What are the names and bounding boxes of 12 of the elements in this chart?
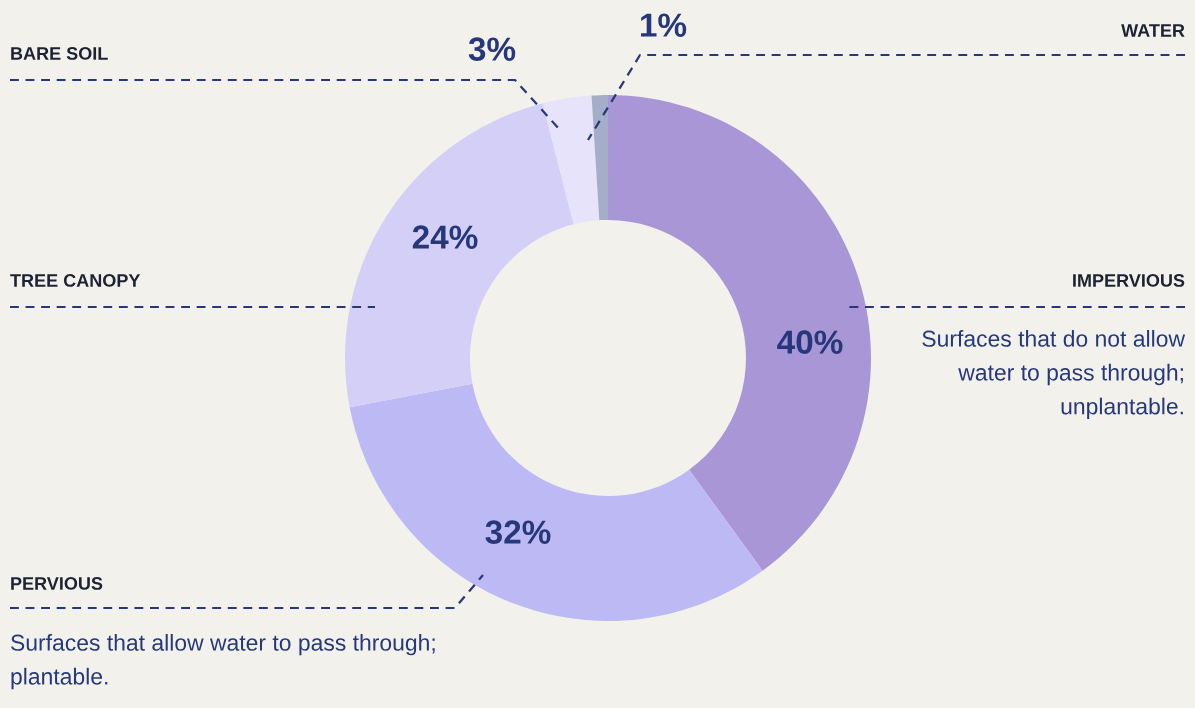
slice-label: TREE CANOPY <box>10 274 141 287</box>
slice-label: PERVIOUS <box>11 577 103 590</box>
slice-label: BARE SOIL <box>11 47 108 60</box>
data-label: 40% <box>777 330 843 354</box>
text: Surfaces that do not allow water to pass through; unplantable. <box>922 330 1186 419</box>
data-label: 3% <box>468 37 516 61</box>
data-label: 24% <box>412 225 478 249</box>
slice-label: WATER <box>1121 24 1185 37</box>
text: Surfaces that allow water to pass through; plantable. <box>11 634 435 690</box>
data-label: 1% <box>641 13 687 37</box>
data-label: 32% <box>485 520 551 544</box>
slice-label: IMPERVIOUS <box>1073 274 1185 287</box>
